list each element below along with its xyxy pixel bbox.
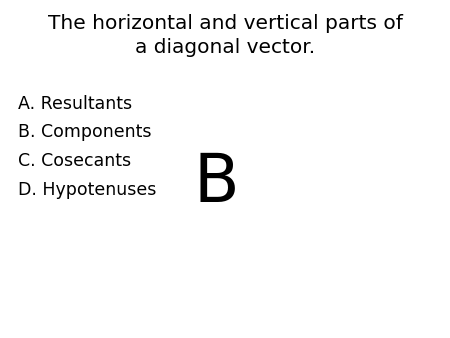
Text: C. Cosecants: C. Cosecants [18, 152, 131, 170]
Text: D. Hypotenuses: D. Hypotenuses [18, 181, 157, 199]
Text: B: B [193, 149, 239, 216]
Text: A. Resultants: A. Resultants [18, 95, 132, 113]
Text: The horizontal and vertical parts of
a diagonal vector.: The horizontal and vertical parts of a d… [48, 14, 402, 57]
Text: B. Components: B. Components [18, 123, 152, 141]
